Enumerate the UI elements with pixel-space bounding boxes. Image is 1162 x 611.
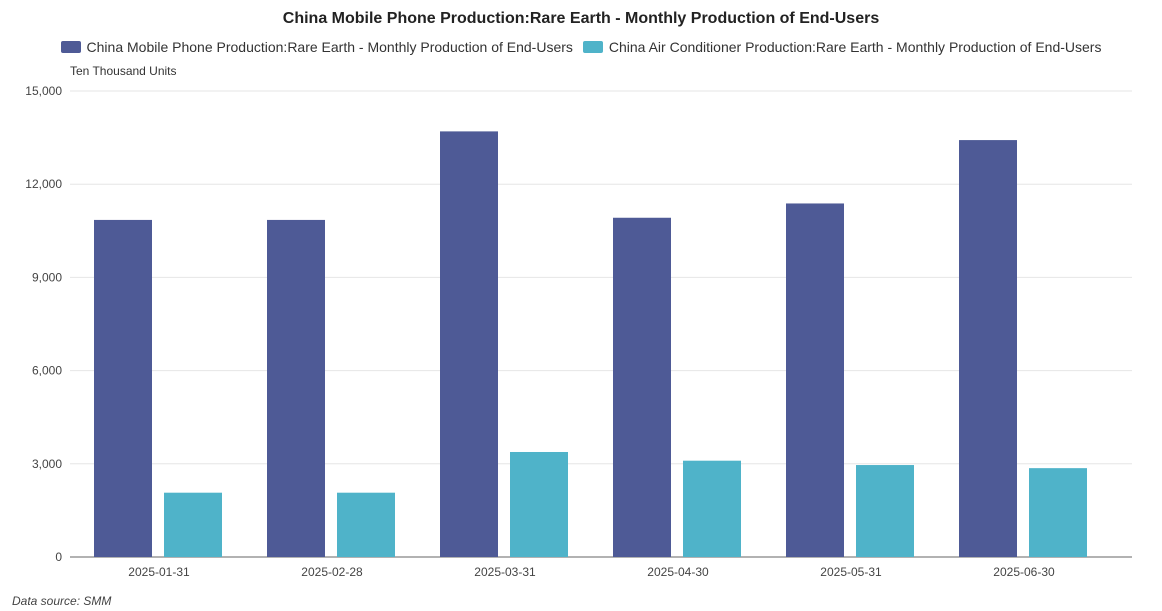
x-tick-label: 2025-01-31 (128, 565, 190, 579)
y-tick-label: 0 (55, 550, 62, 564)
bar-air-conditioner[interactable] (337, 492, 395, 557)
x-tick-label: 2025-04-30 (647, 565, 709, 579)
legend-swatch-air-conditioner (582, 41, 603, 53)
bar-air-conditioner[interactable] (856, 465, 914, 557)
y-tick-label: 12,000 (25, 177, 62, 191)
y-tick-label: 9,000 (32, 270, 62, 284)
x-tick-label: 2025-03-31 (474, 565, 536, 579)
x-tick-label: 2025-05-31 (820, 565, 882, 579)
y-axis-unit-label: Ten Thousand Units (70, 64, 177, 78)
bar-air-conditioner[interactable] (1029, 468, 1087, 557)
data-source: Data source: SMM (12, 594, 112, 608)
legend-label-mobile-phone: China Mobile Phone Production:Rare Earth… (86, 39, 573, 55)
legend-item-mobile-phone[interactable]: China Mobile Phone Production:Rare Earth… (60, 39, 573, 55)
legend-swatch-mobile-phone (60, 41, 81, 53)
legend: China Mobile Phone Production:Rare Earth… (0, 39, 1162, 55)
x-tick-label: 2025-06-30 (993, 565, 1055, 579)
bar-air-conditioner[interactable] (510, 451, 568, 557)
bar-mobile-phone[interactable] (613, 217, 671, 557)
bar-air-conditioner[interactable] (683, 460, 741, 557)
y-tick-label: 15,000 (25, 84, 62, 98)
legend-label-air-conditioner: China Air Conditioner Production:Rare Ea… (608, 39, 1102, 55)
bar-mobile-phone[interactable] (786, 203, 844, 557)
bar-mobile-phone[interactable] (959, 140, 1017, 557)
chart-title: China Mobile Phone Production:Rare Earth… (282, 10, 880, 27)
x-tick-label: 2025-02-28 (301, 565, 363, 579)
bar-mobile-phone[interactable] (267, 219, 325, 557)
y-tick-label: 6,000 (32, 364, 62, 378)
bar-mobile-phone[interactable] (440, 131, 498, 558)
bar-mobile-phone[interactable] (94, 219, 152, 557)
legend-item-air-conditioner[interactable]: China Air Conditioner Production:Rare Ea… (582, 39, 1102, 55)
y-tick-label: 3,000 (32, 457, 62, 471)
bar-air-conditioner[interactable] (164, 492, 222, 557)
